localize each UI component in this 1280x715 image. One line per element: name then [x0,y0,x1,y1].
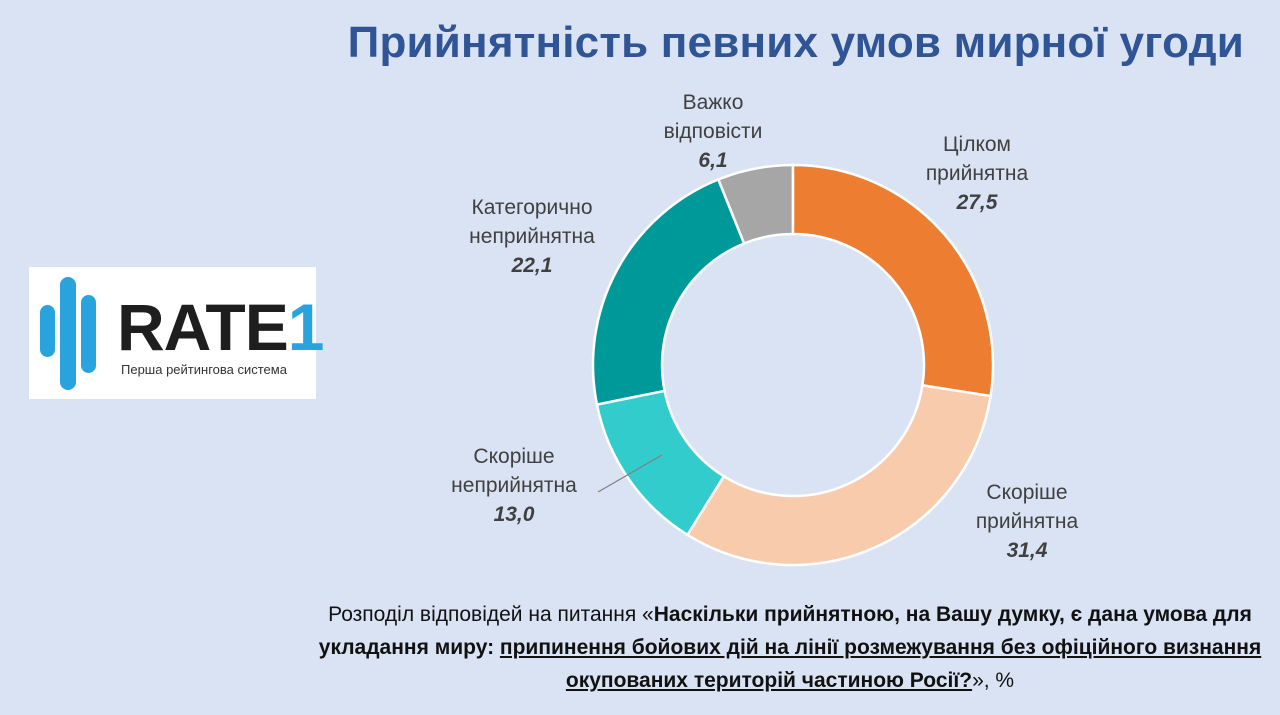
slice-label-rather-acceptable: Скоріше прийнятна 31,4 [975,481,1079,562]
question-caption: Розподіл відповідей на питання «Наскільк… [318,603,1262,692]
logo-wordmark: RATE1 [117,290,324,364]
donut-slice-3 [591,177,746,407]
slice-label-hard-to-say: Важко відповісти 6,1 [663,91,763,172]
rate1-logo: RATE1 Перша рейтингова система [29,267,324,399]
logo-bar [81,295,96,373]
slice-label-fully-acceptable: Цілком прийнятна 27,5 [925,133,1029,214]
logo-tagline: Перша рейтингова система [121,362,287,377]
slice-label-categorically-unacceptable: Категорично неприйнятна 22,1 [469,196,595,277]
donut-slice-1 [685,383,993,567]
logo-bar [60,277,76,390]
chart-title: Прийнятність певних умов мирної угоди [347,18,1244,67]
donut-slice-0 [791,163,995,398]
leader-line [597,454,663,493]
donut-slice-2 [595,389,726,537]
logo-bar [40,305,55,357]
slice-label-rather-unacceptable: Скоріше неприйнятна 13,0 [451,445,577,526]
